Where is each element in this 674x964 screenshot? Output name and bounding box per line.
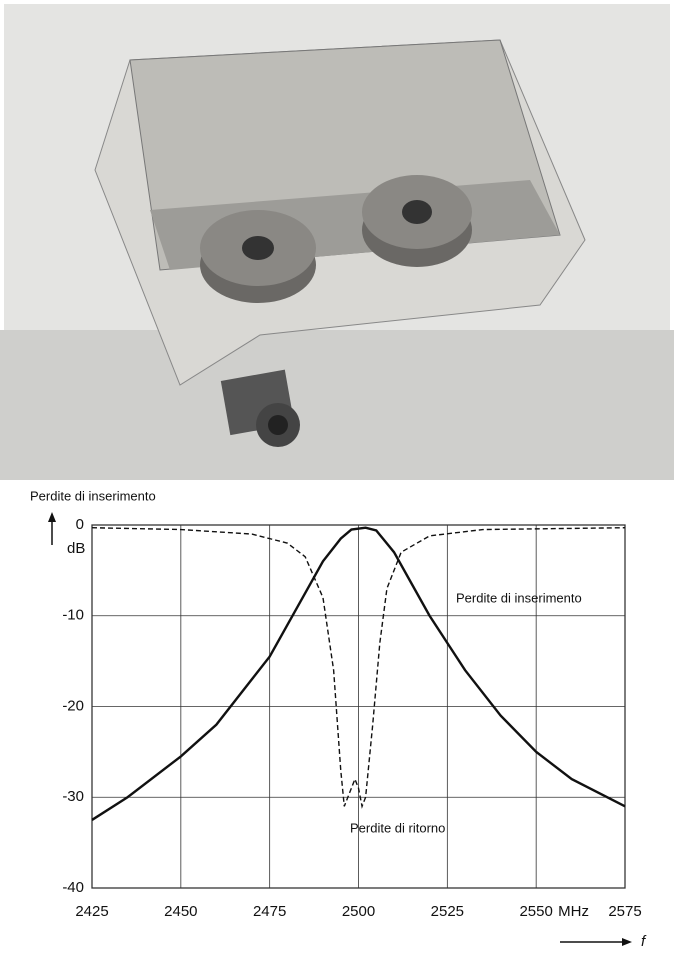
x-tick-label: 2575: [608, 903, 641, 920]
x-tick-label: 2525: [431, 903, 464, 920]
y-tick-label: -10: [62, 607, 84, 624]
x-tick-label: 2550: [519, 903, 552, 920]
x-tick-label: 2425: [75, 903, 108, 920]
y-tick-label: -40: [62, 879, 84, 896]
y-unit: dB: [67, 540, 85, 557]
photo: [0, 4, 674, 480]
series-annotation: Perdite di ritorno: [350, 820, 445, 835]
x-tick-label: 2450: [164, 903, 197, 920]
y-tick-label: -20: [62, 697, 84, 714]
page: Perdite di inserimento dB f -40-30-20-10…: [0, 0, 674, 959]
y-tick-label: -30: [62, 788, 84, 805]
x-tick-label: 2500: [342, 903, 375, 920]
y-axis-title: Perdite di inserimento: [30, 488, 156, 503]
y-tick-label: 0: [76, 516, 84, 533]
x-tick-label: 2475: [253, 903, 286, 920]
x-unit: MHz: [558, 903, 589, 920]
series-annotation: Perdite di inserimento: [456, 590, 582, 605]
